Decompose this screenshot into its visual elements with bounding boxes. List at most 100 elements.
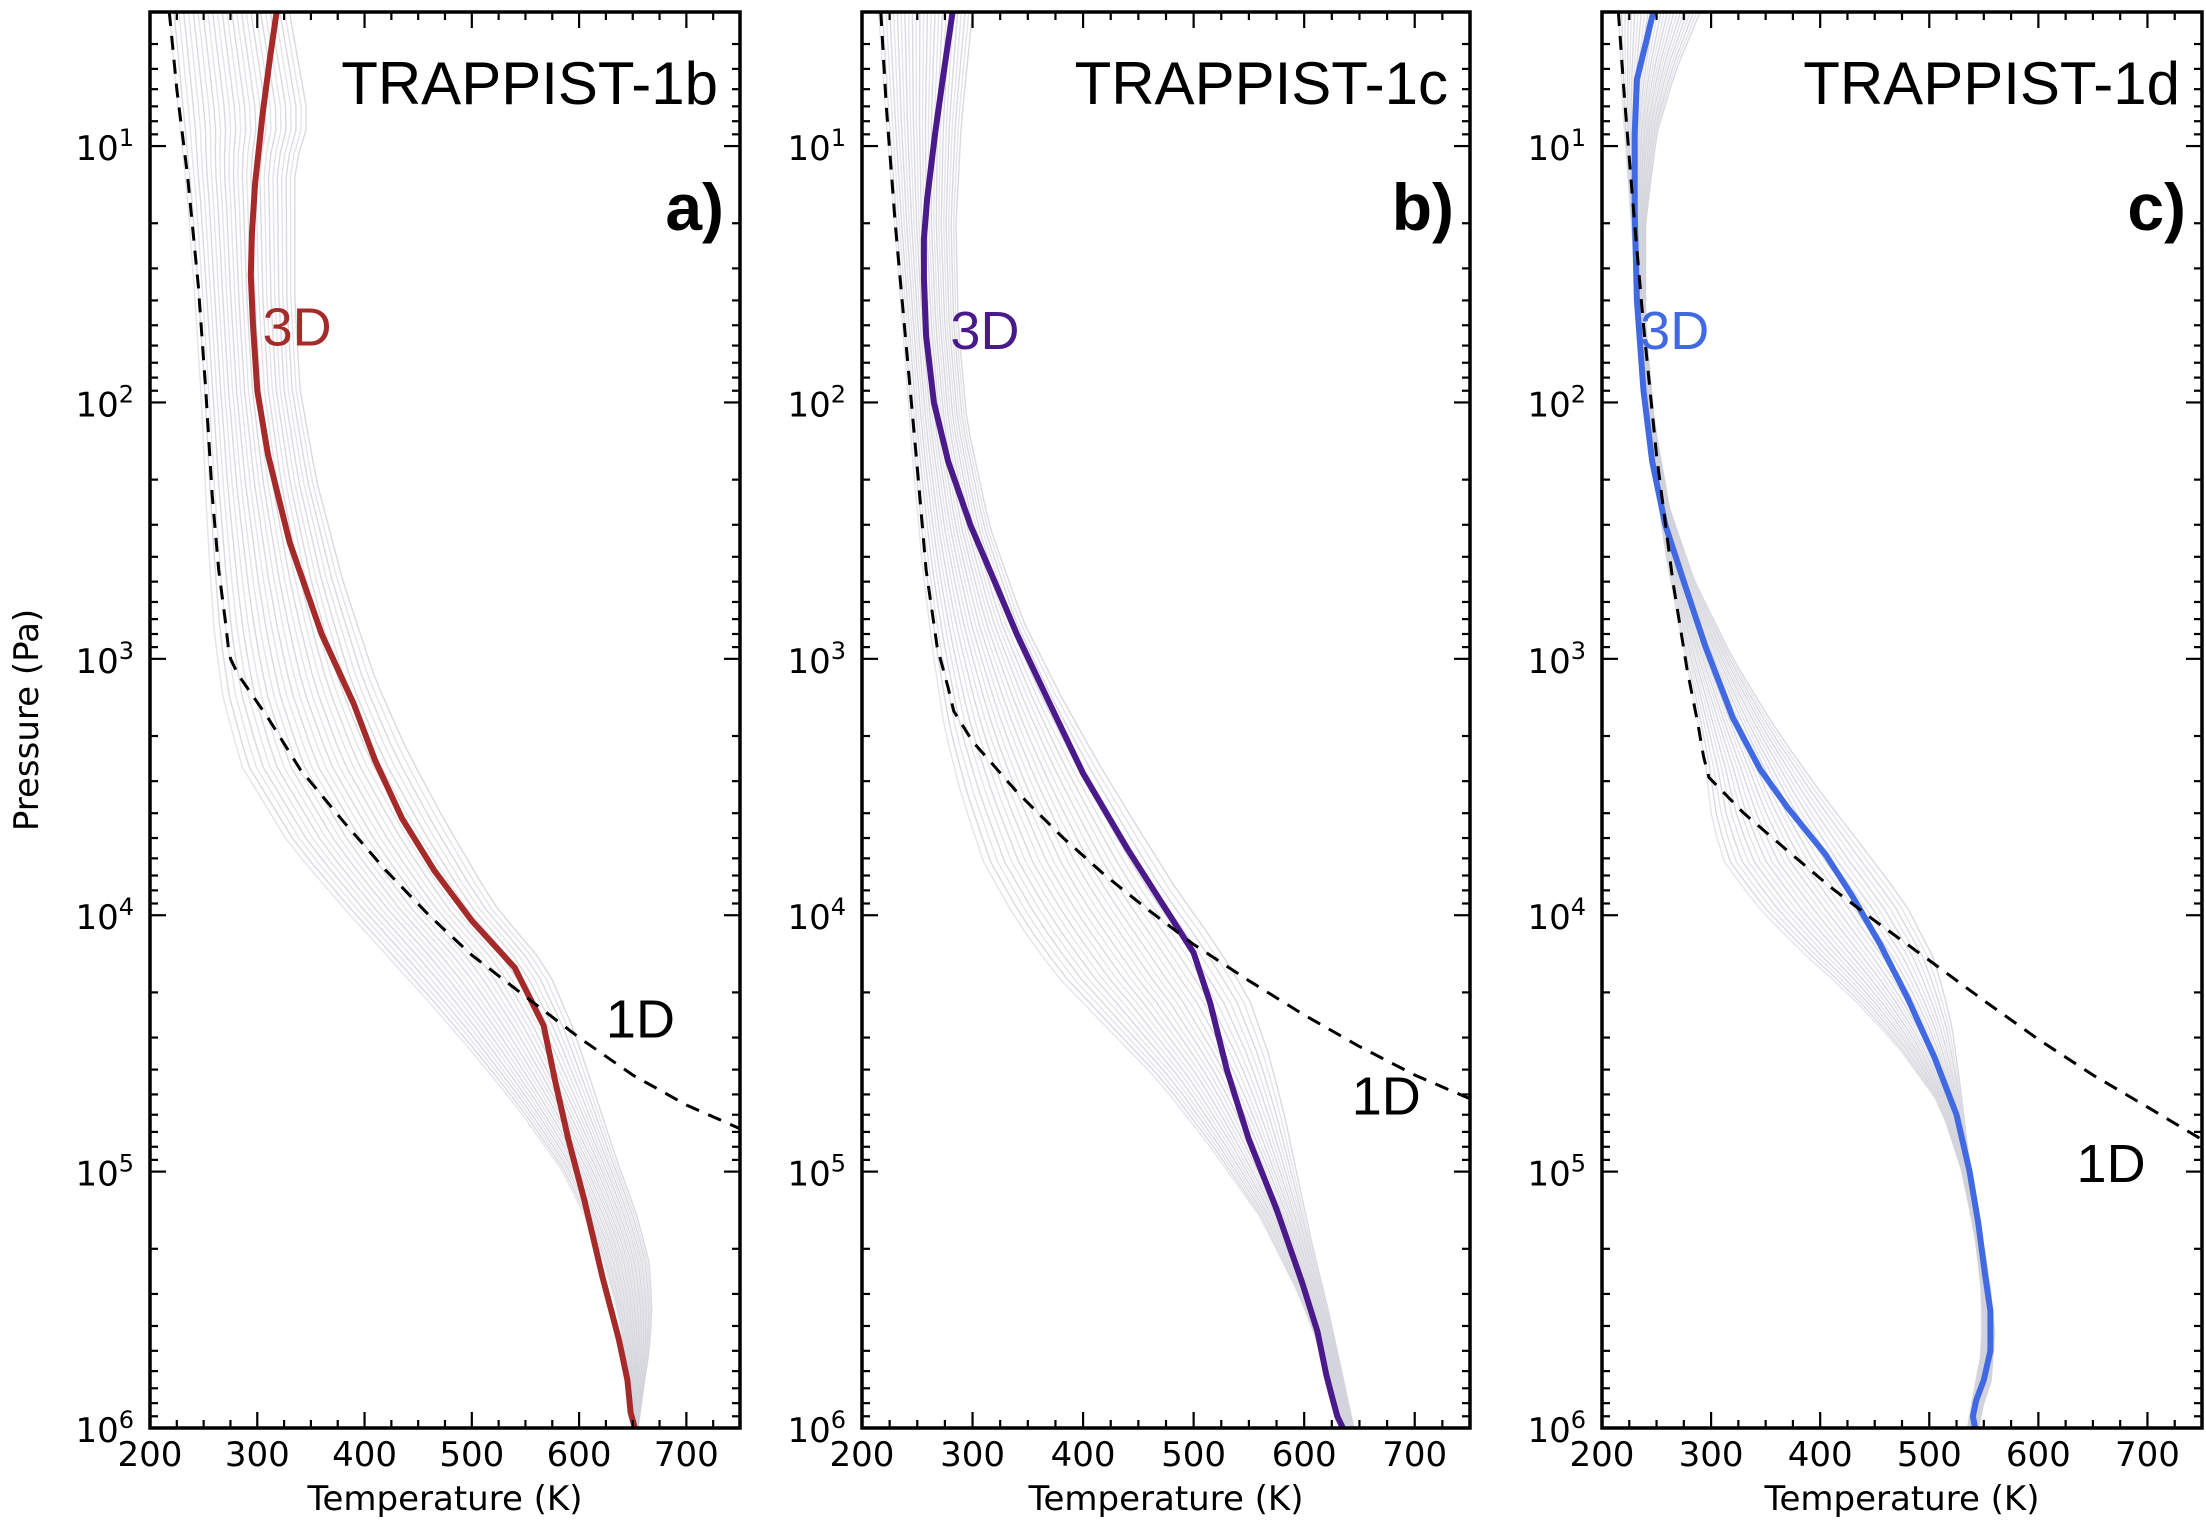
- x-tick-label: 300: [940, 1435, 1005, 1475]
- panel-title: TRAPPIST-1b: [341, 50, 718, 117]
- y-tick-label: 104: [787, 893, 846, 938]
- ensemble-profile: [1636, 12, 1988, 1428]
- ensemble-profile: [192, 12, 635, 1428]
- plot-area: [167, 12, 740, 1428]
- series-3d-label: 3D: [1640, 301, 1709, 361]
- x-tick-label: 400: [332, 1435, 397, 1475]
- panel-letter: c): [2127, 170, 2186, 244]
- y-tick-label: 105: [75, 1150, 134, 1195]
- series-1d-label: 1D: [2077, 1134, 2146, 1194]
- x-axis-label: Temperature (K): [1027, 1479, 1303, 1519]
- panel-trappist-1d: TRAPPIST-1d c) Temperature (K) 200 300 400…: [1527, 10, 2204, 1519]
- y-tick-label: 102: [787, 380, 846, 425]
- ensemble-profile: [1637, 12, 1989, 1428]
- ensemble-profile: [911, 12, 1346, 1428]
- ensemble-profile: [915, 12, 1346, 1428]
- ensemble-profile: [955, 12, 1355, 1428]
- y-tick-label: 102: [75, 380, 134, 425]
- ensemble-profile: [259, 12, 645, 1428]
- ensemble-profile: [950, 12, 1354, 1428]
- axes-frame: [1600, 10, 2204, 1430]
- panel-letter: b): [1392, 170, 1454, 244]
- y-tick-label: 101: [787, 124, 846, 169]
- ensemble-profile: [924, 12, 1348, 1428]
- ensemble-profile: [1642, 12, 1993, 1428]
- panel-trappist-1b: TRAPPIST-1b a) Temperature (K) 200 300 400…: [75, 10, 742, 1519]
- x-tick-label: 400: [1051, 1435, 1116, 1475]
- x-tick-label: 400: [1788, 1435, 1853, 1475]
- x-tick-label: 600: [1272, 1435, 1337, 1475]
- y-tick-label: 102: [1527, 380, 1586, 425]
- ensemble-profile: [226, 12, 638, 1428]
- ensemble-profile: [1620, 12, 1983, 1428]
- ensemble-profile: [900, 12, 1344, 1428]
- y-tick-label: 101: [1527, 124, 1586, 169]
- y-tick-label: 105: [1527, 1150, 1586, 1195]
- y-tick-label: 106: [1527, 1406, 1586, 1451]
- ensemble-profile: [952, 12, 1355, 1428]
- ensemble-profile: [1638, 12, 1990, 1428]
- y-tick-label: 104: [75, 893, 134, 938]
- x-tick-label: 500: [439, 1435, 504, 1475]
- ensemble-profile: [250, 12, 643, 1428]
- ensemble-profile: [1635, 12, 1988, 1428]
- x-tick-label: 300: [225, 1435, 290, 1475]
- ensemble-profile: [1640, 12, 1992, 1428]
- ensemble-profile: [877, 12, 1341, 1428]
- ensemble-profile: [908, 12, 1345, 1428]
- series-1d-label: 1D: [606, 990, 675, 1050]
- ensemble-profile: [207, 12, 636, 1428]
- ensemble-profile: [885, 12, 1342, 1428]
- ensemble-profile: [947, 12, 1353, 1428]
- panel-title: TRAPPIST-1c: [1075, 50, 1448, 117]
- ensemble-profile: [211, 12, 636, 1428]
- ensemble-profile: [1630, 12, 1985, 1428]
- ensemble-profile: [1639, 12, 1991, 1428]
- ensemble-profile: [892, 12, 1343, 1428]
- y-tick-label: 106: [787, 1406, 846, 1451]
- panel-letter: a): [665, 170, 724, 244]
- ensemble-profile: [1624, 12, 1984, 1428]
- ensemble-profile: [245, 12, 641, 1428]
- x-tick-label: 600: [547, 1435, 612, 1475]
- ensemble-profile: [933, 12, 1350, 1428]
- panel-title: TRAPPIST-1d: [1803, 50, 2180, 117]
- x-axis-label: Temperature (K): [1763, 1479, 2039, 1519]
- plot-area: [1616, 12, 2202, 1428]
- x-tick-label: 200: [830, 1435, 895, 1475]
- ensemble-profile: [255, 12, 644, 1428]
- x-tick-label: 600: [2006, 1435, 2071, 1475]
- ensemble-profile: [940, 12, 1352, 1428]
- ensemble-profile: [896, 12, 1344, 1428]
- ensemble-profile: [274, 12, 649, 1428]
- ensemble-profile: [197, 12, 635, 1428]
- ensemble-profile: [1627, 12, 1984, 1428]
- series-3d-line: [920, 12, 1346, 1428]
- ensemble-profile: [889, 12, 1342, 1428]
- x-tick-label: 200: [118, 1435, 183, 1475]
- x-tick-label: 700: [2115, 1435, 2180, 1475]
- ensemble-profile: [202, 12, 635, 1428]
- ensemble-profile: [1641, 12, 1993, 1428]
- y-tick-label: 101: [75, 124, 134, 169]
- ensemble-profile: [1631, 12, 1986, 1428]
- x-tick-label: 700: [654, 1435, 719, 1475]
- ensemble-profile: [283, 12, 652, 1428]
- y-tick-label: 103: [787, 637, 846, 682]
- y-tick-label: 104: [1527, 893, 1586, 938]
- x-axis-label: Temperature (K): [306, 1479, 582, 1519]
- y-tick-label: 103: [1527, 637, 1586, 682]
- ensemble-profile: [288, 12, 653, 1428]
- ensemble-profile: [178, 12, 634, 1428]
- y-tick-label: 106: [75, 1406, 134, 1451]
- series-3d-label: 3D: [263, 298, 332, 358]
- ensemble-profile: [881, 12, 1341, 1428]
- y-axis-label: Pressure (Pa): [7, 609, 47, 831]
- series-3d-label: 3D: [950, 301, 1019, 361]
- series-1d-line: [879, 12, 1470, 1101]
- ensemble-profile: [235, 12, 639, 1428]
- x-tick-label: 500: [1897, 1435, 1962, 1475]
- ensemble-profile: [1633, 12, 1987, 1428]
- panel-trappist-1c: TRAPPIST-1c b) Temperature (K) 200 300 400…: [787, 10, 1472, 1519]
- x-tick-label: 500: [1161, 1435, 1226, 1475]
